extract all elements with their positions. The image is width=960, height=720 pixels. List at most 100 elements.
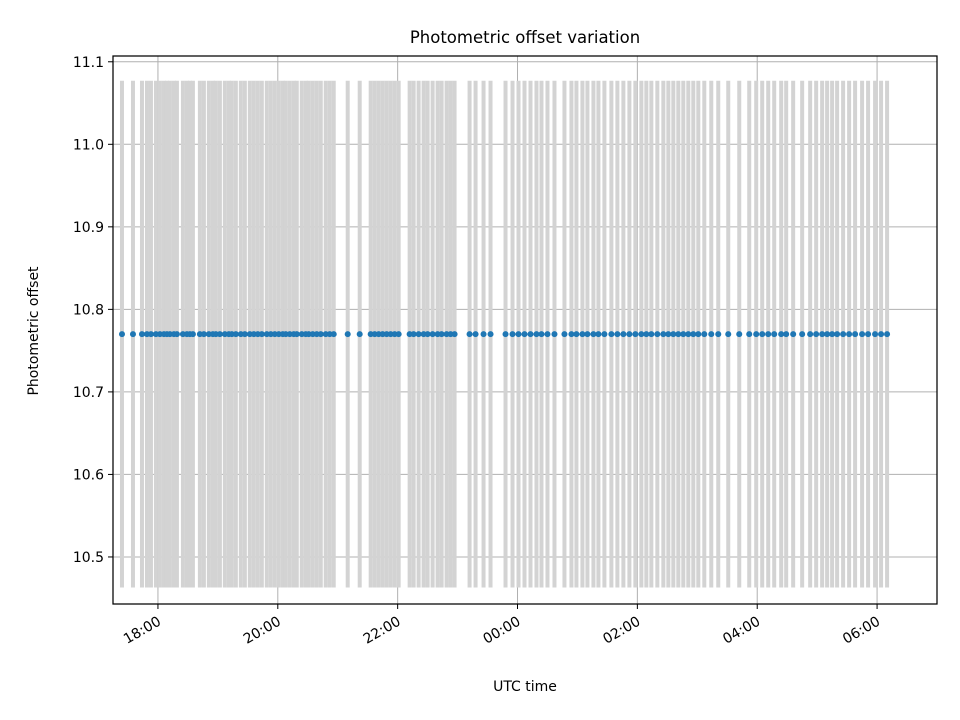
data-point <box>561 331 568 338</box>
data-point <box>241 331 248 338</box>
data-point <box>487 331 494 338</box>
data-point <box>715 331 722 338</box>
data-point <box>690 331 697 338</box>
data-point <box>819 331 826 338</box>
data-point <box>765 331 772 338</box>
data-point <box>665 331 672 338</box>
y-tick-label: 10.6 <box>73 467 104 483</box>
data-point <box>424 331 431 338</box>
data-point <box>670 331 677 338</box>
data-point <box>502 331 509 338</box>
data-point <box>829 331 836 338</box>
data-point <box>584 331 591 338</box>
data-point <box>872 331 879 338</box>
data-point <box>344 331 351 338</box>
data-point <box>317 331 324 338</box>
y-tick-label: 11.0 <box>73 137 104 153</box>
data-point <box>590 331 597 338</box>
data-point <box>509 331 516 338</box>
y-tick-label: 11.1 <box>73 55 104 71</box>
data-point <box>746 331 753 338</box>
data-points <box>118 331 891 338</box>
data-point <box>654 331 661 338</box>
y-tick-label: 10.7 <box>73 385 104 401</box>
data-point <box>173 331 180 338</box>
y-axis: 10.5 10.6 10.7 10.8 10.9 11.0 11.1 <box>73 55 113 566</box>
data-point <box>790 331 797 338</box>
data-point <box>859 331 866 338</box>
data-point <box>429 331 436 338</box>
data-point <box>834 331 841 338</box>
data-point <box>648 331 655 338</box>
data-point <box>771 331 778 338</box>
data-point <box>884 331 891 338</box>
data-point <box>129 331 136 338</box>
data-point <box>643 331 650 338</box>
x-axis-label: UTC time <box>493 679 557 695</box>
data-point <box>807 331 814 338</box>
data-point <box>438 331 445 338</box>
data-point <box>118 331 125 338</box>
data-point <box>544 331 551 338</box>
data-point <box>551 331 558 338</box>
data-point <box>330 331 337 338</box>
data-point <box>533 331 540 338</box>
data-point <box>725 331 732 338</box>
data-point <box>147 331 154 338</box>
data-point <box>865 331 872 338</box>
data-point <box>783 331 790 338</box>
data-point <box>608 331 615 338</box>
data-point <box>466 331 473 338</box>
data-point <box>685 331 692 338</box>
y-tick-label: 10.9 <box>73 220 104 236</box>
y-tick-label: 10.5 <box>73 550 104 566</box>
y-tick-label: 10.8 <box>73 302 104 318</box>
data-point <box>451 331 458 338</box>
data-point <box>258 331 265 338</box>
data-point <box>515 331 522 338</box>
data-point <box>579 331 586 338</box>
data-point <box>675 331 682 338</box>
data-point <box>200 331 207 338</box>
data-point <box>395 331 402 338</box>
data-point <box>778 331 785 338</box>
data-point <box>138 331 145 338</box>
data-point <box>538 331 545 338</box>
data-point <box>736 331 743 338</box>
data-point <box>573 331 580 338</box>
data-point <box>415 331 422 338</box>
data-point <box>293 331 300 338</box>
data-point <box>759 331 766 338</box>
data-point <box>701 331 708 338</box>
data-point <box>824 331 831 338</box>
data-point <box>189 331 196 338</box>
data-point <box>410 331 417 338</box>
data-point <box>660 331 667 338</box>
data-point <box>852 331 859 338</box>
data-point <box>846 331 853 338</box>
data-point <box>632 331 639 338</box>
data-point <box>472 331 479 338</box>
plot-frame <box>112 55 938 605</box>
data-point <box>753 331 760 338</box>
data-point <box>480 331 487 338</box>
data-point <box>626 331 633 338</box>
data-point <box>799 331 806 338</box>
data-point <box>680 331 687 338</box>
data-point <box>595 331 602 338</box>
data-point <box>878 331 885 338</box>
chart-title: Photometric offset variation <box>410 28 640 47</box>
data-point <box>521 331 528 338</box>
data-point <box>527 331 534 338</box>
data-point <box>620 331 627 338</box>
data-point <box>356 331 363 338</box>
y-axis-label: Photometric offset <box>26 266 42 396</box>
data-point <box>601 331 608 338</box>
data-point <box>638 331 645 338</box>
data-point <box>232 331 239 338</box>
data-point <box>840 331 847 338</box>
data-point <box>695 331 702 338</box>
data-point <box>614 331 621 338</box>
data-point <box>568 331 575 338</box>
